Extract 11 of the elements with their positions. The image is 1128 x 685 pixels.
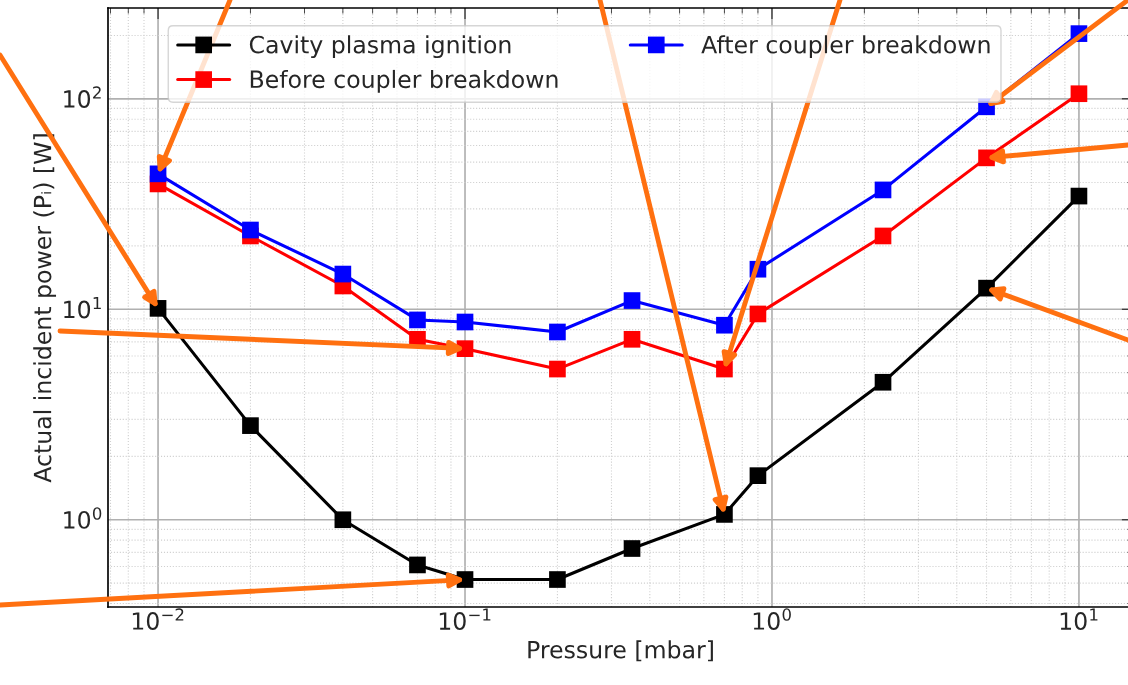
y-tick-label: 10$^{0}$ bbox=[64, 507, 102, 529]
y-tick-label: 10$^{2}$ bbox=[64, 86, 101, 108]
x-tick-label: 10$^{0}$ bbox=[753, 608, 791, 630]
y-tick-label: 10$^{1}$ bbox=[64, 296, 101, 319]
legend-label: After coupler breakdown bbox=[701, 35, 990, 59]
x-tick-label: 10$^{1}$ bbox=[1060, 608, 1098, 630]
x-tick-label: 10$^{−2}$ bbox=[132, 608, 184, 630]
x-tick-label: 10$^{−1}$ bbox=[439, 608, 491, 630]
legend-label: Cavity plasma ignition bbox=[249, 35, 511, 59]
x-axis-title: Pressure [mbar] bbox=[528, 640, 713, 662]
legend-label: Before coupler breakdown bbox=[250, 69, 558, 93]
